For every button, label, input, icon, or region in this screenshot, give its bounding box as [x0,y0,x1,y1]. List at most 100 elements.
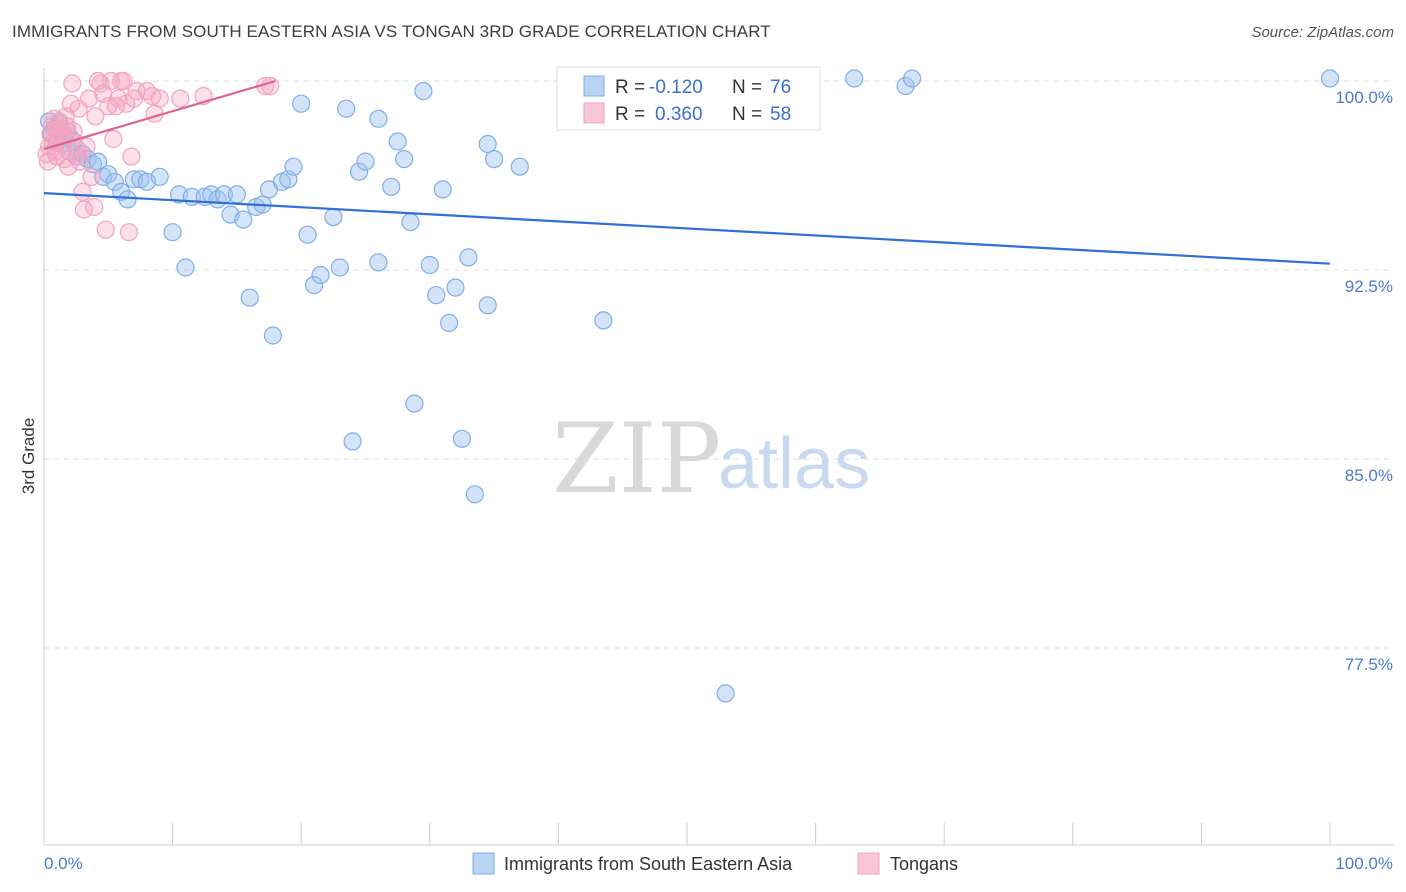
point-tongan [119,223,138,242]
watermark-zip: ZIP [552,403,721,515]
point-tongan [63,74,82,93]
legend-swatch-pink [857,852,880,875]
point-sea [343,432,362,451]
point-sea [176,258,195,277]
stats-n-label-blue: N = [732,77,762,98]
point-tongan [82,167,101,186]
point-sea [427,286,446,305]
point-tongan [114,71,133,91]
axes [43,68,1394,846]
point-sea [388,132,407,151]
point-tongan [86,107,105,126]
point-sea [405,394,424,413]
stats-r-value-blue: -0.120 [649,77,703,98]
point-sea [485,150,504,169]
stats-r-value-pink: 0.360 [655,104,703,125]
y-tick-label: 100.0% [1335,88,1393,107]
point-sea [420,255,439,275]
point-sea [240,288,259,307]
x-tick-label: 0.0% [44,854,83,873]
point-tongan [70,152,90,171]
point-sea [234,210,253,229]
point-sea [350,162,369,181]
point-sea [263,326,282,345]
y-tick-label: 77.5% [1345,655,1393,674]
point-sea [452,429,471,448]
point-sea [284,157,303,176]
y-axis-label: 3rd Grade [19,418,38,495]
data-points [37,69,1340,703]
point-sea [395,150,414,169]
stats-box: R = -0.120 N = 76 R = 0.360 N = 58 [556,66,821,131]
point-sea [716,684,735,703]
point-sea [369,253,388,272]
point-sea [478,134,497,154]
point-sea [324,208,343,227]
legend-label-pink: Tongans [890,854,958,874]
legend-label-blue: Immigrants from South Eastern Asia [504,854,793,874]
point-sea [446,278,465,297]
point-sea [414,81,433,101]
stats-n-label-pink: N = [732,104,762,125]
point-sea [227,185,246,204]
point-tongan [64,122,83,141]
point-tongan [99,97,118,116]
point-sea [292,94,311,113]
point-sea [337,99,356,118]
point-sea [433,180,452,199]
point-tongan [150,89,169,108]
point-sea [902,69,922,88]
gridlines [44,80,1394,649]
trend-line-sea [43,192,1331,265]
point-tongan [73,182,92,201]
point-sea [298,225,317,244]
point-sea [118,190,137,209]
stats-swatch-blue [583,75,605,97]
legend-swatch-blue [472,852,495,875]
y-tick-label: 92.5% [1345,277,1393,296]
trend-line-tongan [43,79,276,151]
x-tick-label: 100.0% [1335,854,1393,873]
chart-title: IMMIGRANTS FROM SOUTH EASTERN ASIA VS TO… [12,22,771,41]
point-sea [459,248,478,267]
point-sea [305,276,324,295]
trend-lines [43,79,1331,265]
point-sea [510,157,529,176]
point-tongan [85,197,104,217]
watermark: ZIP atlas [552,403,870,515]
watermark-atlas: atlas [718,424,870,504]
stats-r-label-blue: R = [615,77,645,98]
point-tongan [101,71,121,91]
point-tongan [96,220,115,239]
point-sea [311,265,330,285]
point-sea [356,152,375,171]
point-tongan [261,76,280,96]
point-sea [594,311,613,330]
chart-source: Source: ZipAtlas.com [1251,24,1394,41]
point-sea [896,76,915,96]
point-tongan [171,89,190,108]
point-sea [369,109,388,128]
point-sea [105,172,124,191]
point-sea [163,223,182,242]
point-sea [150,167,169,186]
tick-labels: 77.5% 85.0% 92.5% 100.0% 0.0% 100.0% [44,88,1393,873]
point-tongan [77,137,96,156]
legend: Immigrants from South Eastern Asia Tonga… [472,852,958,875]
point-sea [401,213,420,232]
stats-r-label-pink: R = [615,104,645,125]
point-tongan [122,147,141,166]
point-sea [845,69,864,88]
point-tongan [69,99,88,118]
point-sea [440,313,459,332]
point-tongan [47,147,67,166]
stats-n-value-blue: 76 [770,77,791,98]
point-sea [330,258,349,277]
point-sea [382,177,401,196]
point-tongan [104,129,123,149]
y-tick-label: 85.0% [1345,466,1393,485]
stats-n-value-pink: 58 [770,104,791,125]
point-sea [478,296,497,315]
stats-swatch-pink [583,102,605,124]
